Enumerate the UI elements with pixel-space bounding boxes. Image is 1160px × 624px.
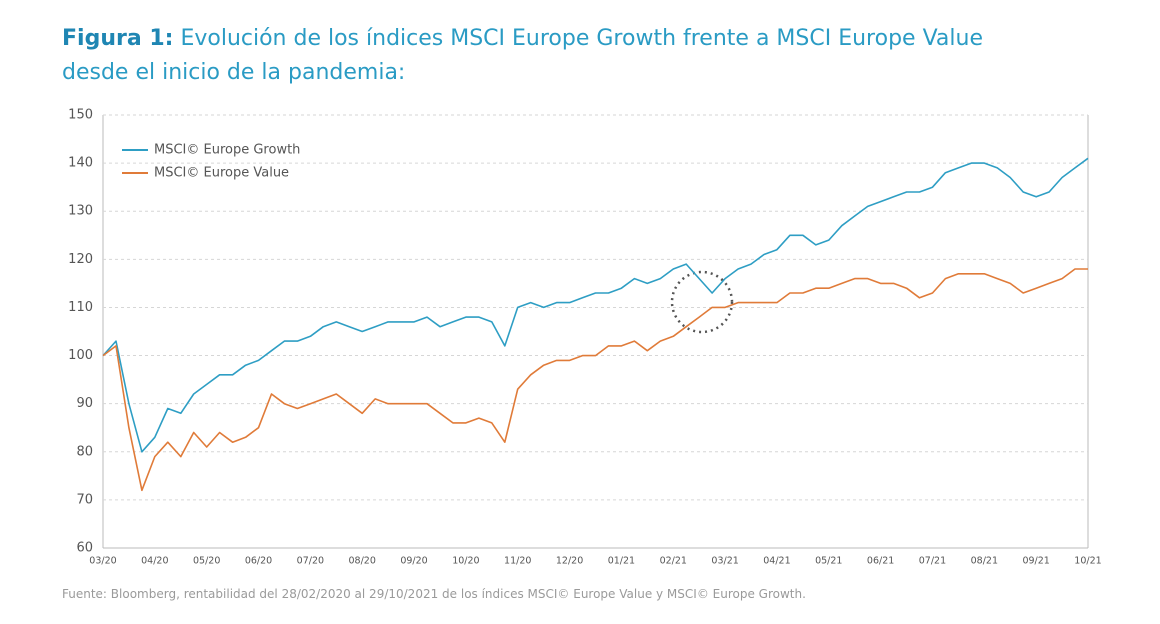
y-tick-label: 120 bbox=[68, 252, 93, 267]
x-tick-label: 05/21 bbox=[815, 556, 842, 567]
x-tick-label: 06/21 bbox=[867, 556, 894, 567]
title-label: Figura 1: bbox=[62, 26, 174, 51]
x-tick-label: 10/20 bbox=[452, 556, 479, 567]
chart-title: Figura 1: Evolución de los índices MSCI … bbox=[62, 22, 1022, 90]
x-tick-label: 03/21 bbox=[711, 556, 738, 567]
x-tick-label: 09/20 bbox=[400, 556, 427, 567]
y-tick-label: 140 bbox=[68, 156, 93, 171]
y-tick-label: 70 bbox=[76, 492, 93, 507]
y-tick-label: 110 bbox=[68, 300, 93, 315]
x-tick-label: 02/21 bbox=[660, 556, 687, 567]
series-line bbox=[102, 268, 1088, 492]
x-tick-label: 10/21 bbox=[1074, 556, 1101, 567]
x-tick-label: 09/21 bbox=[1022, 556, 1049, 567]
x-tick-label: 12/20 bbox=[556, 556, 583, 567]
x-tick-label: 06/20 bbox=[245, 556, 272, 567]
source-note: Fuente: Bloomberg, rentabilidad del 28/0… bbox=[62, 587, 806, 601]
y-tick-label: 150 bbox=[68, 108, 93, 123]
x-tick-label: 04/20 bbox=[141, 556, 168, 567]
y-tick-label: 130 bbox=[68, 204, 93, 219]
x-tick-label: 08/21 bbox=[971, 556, 998, 567]
x-tick-label: 08/20 bbox=[349, 556, 376, 567]
legend-label: MSCI© Europe Value bbox=[154, 166, 289, 181]
x-tick-label: 07/21 bbox=[919, 556, 946, 567]
highlight-circle bbox=[670, 270, 734, 334]
y-tick-label: 80 bbox=[76, 444, 93, 459]
x-tick-label: 07/20 bbox=[297, 556, 324, 567]
title-text: Evolución de los índices MSCI Europe Gro… bbox=[62, 26, 983, 85]
series-line bbox=[102, 157, 1089, 453]
x-tick-label: 05/20 bbox=[193, 556, 220, 567]
y-tick-label: 100 bbox=[68, 348, 93, 363]
legend-label: MSCI© Europe Growth bbox=[154, 143, 300, 158]
x-tick-label: 01/21 bbox=[608, 556, 635, 567]
y-tick-label: 60 bbox=[76, 541, 93, 556]
x-tick-label: 11/20 bbox=[504, 556, 531, 567]
x-tick-label: 04/21 bbox=[763, 556, 790, 567]
y-tick-label: 90 bbox=[76, 396, 93, 411]
x-tick-label: 03/20 bbox=[89, 556, 116, 567]
